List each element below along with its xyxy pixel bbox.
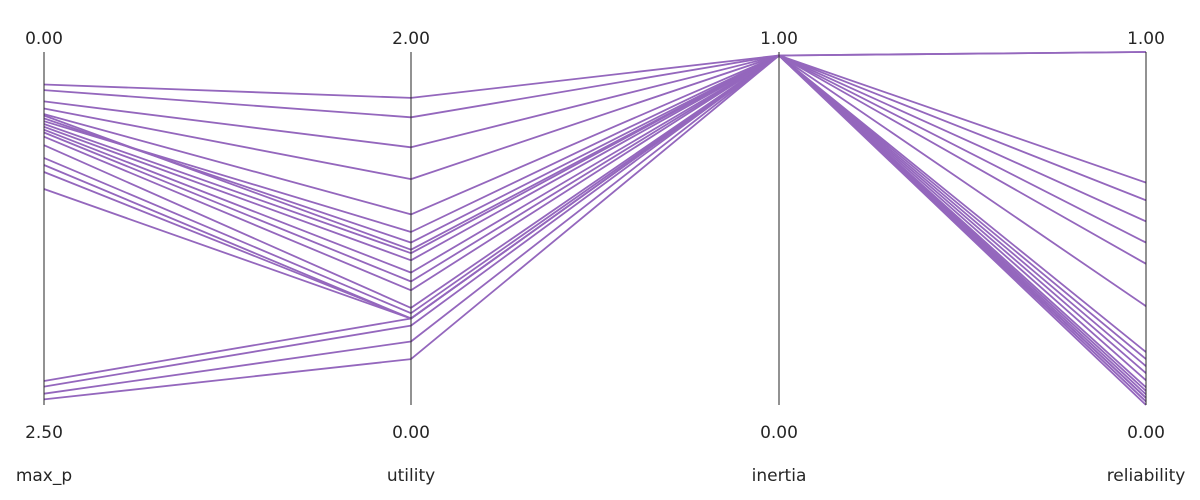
series-line-6	[43, 54, 1147, 251]
series-line-9	[43, 54, 1147, 353]
series-line-3	[43, 54, 1147, 184]
series-line-13	[43, 54, 1147, 381]
series-line-11	[43, 54, 1147, 367]
axes: 0.00 2.50 max_p 2.00 0.00 utility 1.00 0.00 iner…	[16, 29, 1185, 486]
series-line-1	[43, 51, 1147, 99]
axis-bottom-tick-reliability: 0.00	[1127, 423, 1165, 443]
series-line-5	[43, 54, 1147, 223]
axis-label-inertia: inertia	[752, 466, 807, 486]
series-line-8	[43, 54, 1147, 307]
axis-top-tick-utility: 2.00	[392, 29, 430, 49]
axis-label-reliability: reliability	[1107, 466, 1186, 486]
series-line-12	[43, 54, 1147, 374]
series-line-7	[43, 54, 1147, 265]
series-line-2	[43, 51, 1147, 119]
axis-bottom-tick-inertia: 0.00	[760, 423, 798, 443]
axis-bottom-tick-utility: 0.00	[392, 423, 430, 443]
series-line-10	[43, 54, 1147, 360]
axis-top-tick-max_p: 0.00	[25, 29, 63, 49]
axis-top-tick-reliability: 1.00	[1127, 29, 1165, 49]
axis-label-utility: utility	[387, 466, 435, 486]
series-lines	[43, 51, 1147, 406]
series-line-22	[43, 54, 1147, 406]
axis-label-max_p: max_p	[16, 466, 72, 486]
series-line-20	[43, 54, 1147, 403]
series-line-4	[43, 54, 1147, 202]
series-line-19	[43, 54, 1147, 396]
axis-top-tick-inertia: 1.00	[760, 29, 798, 49]
axis-bottom-tick-max_p: 2.50	[25, 423, 63, 443]
series-line-15	[43, 54, 1147, 392]
series-line-21	[43, 54, 1147, 399]
series-line-14	[43, 54, 1147, 388]
